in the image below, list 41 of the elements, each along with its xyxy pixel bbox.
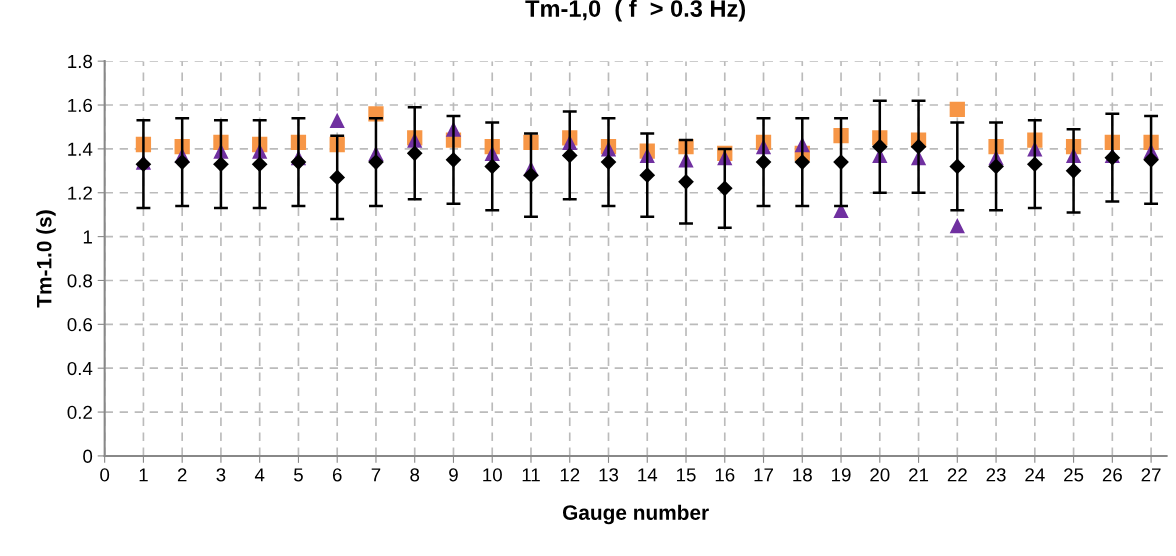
x-tick-label: 10 [483, 468, 502, 482]
x-tick-label: 20 [870, 468, 890, 482]
y-tick-label: 1.4 [68, 142, 93, 156]
y-tick-label: 0.4 [67, 361, 93, 376]
x-tick-label: 26 [1102, 468, 1122, 482]
x-tick-label: 14 [638, 468, 658, 482]
y-axis-title: Tm-1.0 (s) [36, 210, 56, 308]
y-tick-label: 1.2 [68, 186, 92, 200]
y-tick-label: 1 [83, 230, 92, 244]
x-tick-label: 15 [677, 468, 696, 482]
x-tick-label: 13 [599, 468, 619, 482]
y-tick-label: 0.6 [67, 318, 93, 332]
x-tick-label: 27 [1141, 468, 1161, 482]
x-tick-label: 25 [1064, 468, 1084, 482]
x-axis-title: Gauge number [562, 504, 709, 525]
x-tick-label: 9 [449, 468, 458, 482]
x-tick-label: 23 [986, 468, 1006, 482]
y-tick-label: 0 [83, 449, 93, 463]
x-tick-label: 0 [100, 468, 110, 482]
x-tick-label: 5 [293, 468, 303, 482]
y-tick-label: 0.2 [67, 405, 92, 420]
x-tick-label: 12 [560, 468, 580, 482]
x-tick-label: 16 [715, 468, 735, 482]
y-tick-label: 1.8 [68, 54, 93, 69]
x-tick-label: 11 [522, 468, 540, 482]
x-tick-label: 3 [216, 468, 226, 482]
chart-title: Tm-1,0 ( f > 0.3 Hz) [525, 0, 745, 22]
x-tick-label: 18 [793, 468, 812, 482]
x-tick-label: 21 [909, 468, 929, 482]
x-tick-label: 2 [177, 468, 187, 482]
x-tick-label: 19 [832, 468, 851, 482]
x-tick-label: 7 [371, 468, 381, 482]
x-tick-label: 4 [254, 468, 265, 482]
x-tick-label: 17 [754, 468, 774, 482]
x-tick-label: 24 [1025, 468, 1045, 482]
x-tick-label: 6 [332, 468, 342, 482]
x-tick-label: 8 [410, 468, 420, 482]
x-tick-label: 22 [947, 468, 967, 482]
y-tick-label: 1.6 [68, 98, 93, 112]
x-tick-label: 1 [139, 468, 148, 482]
y-tick-label: 0.8 [67, 274, 93, 288]
